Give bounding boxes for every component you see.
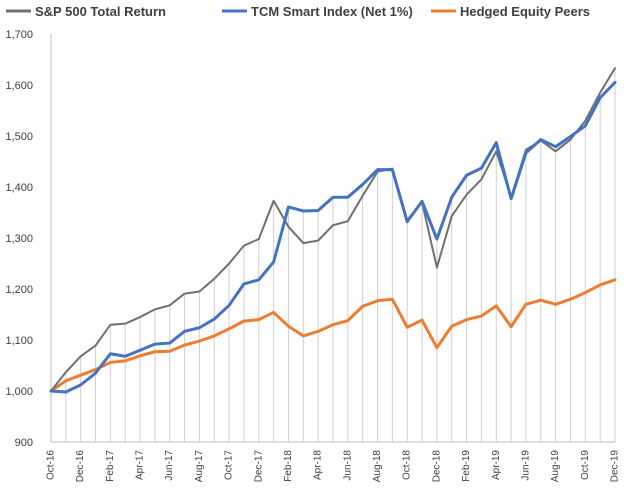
x-tick-label: Apr-19 — [491, 450, 502, 480]
series-line-hedged — [49, 278, 617, 393]
y-tick-label: 1,200 — [5, 284, 33, 296]
y-tick-label: 1,100 — [5, 335, 33, 347]
x-tick-label: Dec-18 — [431, 450, 442, 483]
y-axis-ticks: 900 1,000 1,100 1,200 1,300 1,400 1,500 1,600 1,… — [5, 29, 33, 449]
x-tick-label: Apr-17 — [135, 450, 146, 480]
x-tick-label: Aug-19 — [550, 450, 561, 483]
y-tick-label: 1,700 — [5, 29, 33, 41]
x-tick-label: Feb-17 — [105, 450, 116, 482]
x-tick-label: Feb-18 — [283, 450, 294, 482]
axes — [50, 34, 615, 443]
x-tick-label: Dec-17 — [253, 450, 264, 483]
y-tick-label: 1,600 — [5, 80, 33, 92]
legend-label-hedged: Hedged Equity Peers — [460, 4, 590, 19]
x-axis-ticks: Oct-16 Dec-16 Feb-17 Apr-17 Jun-17 Aug-17 Oct-… — [46, 450, 621, 483]
legend-item-hedged: Hedged Equity Peers — [431, 4, 590, 19]
legend-label-tcm: TCM Smart Index (Net 1%) — [251, 4, 413, 19]
x-tick-label: Oct-18 — [402, 450, 413, 480]
x-tick-label: Dec-16 — [75, 450, 86, 483]
y-tick-label: 900 — [15, 437, 33, 449]
series-line-tcm — [49, 80, 617, 394]
x-tick-label: Aug-17 — [194, 450, 205, 483]
x-tick-label: Oct-17 — [224, 450, 235, 480]
y-tick-label: 1,000 — [5, 386, 33, 398]
x-tick-label: Apr-18 — [313, 450, 324, 480]
y-tick-label: 1,300 — [5, 233, 33, 245]
y-tick-label: 1,500 — [5, 131, 33, 143]
x-tick-label: Jun-19 — [520, 450, 531, 481]
x-tick-label: Jun-17 — [164, 450, 175, 481]
drop-lines — [50, 68, 616, 442]
x-tick-label: Jun-18 — [342, 450, 353, 481]
x-tick-label: Feb-19 — [461, 450, 472, 482]
legend-label-sp500: S&P 500 Total Return — [35, 4, 166, 19]
legend: S&P 500 Total Return TCM Smart Index (Ne… — [6, 4, 590, 19]
x-tick-label: Oct-19 — [580, 450, 591, 480]
legend-item-sp500: S&P 500 Total Return — [6, 4, 166, 19]
x-tick-label: Dec-19 — [610, 450, 621, 483]
x-tick-label: Oct-16 — [46, 450, 57, 480]
y-tick-label: 1,400 — [5, 182, 33, 194]
legend-item-tcm: TCM Smart Index (Net 1%) — [222, 4, 413, 19]
x-tick-label: Aug-18 — [372, 450, 383, 483]
series-lines — [49, 67, 617, 394]
